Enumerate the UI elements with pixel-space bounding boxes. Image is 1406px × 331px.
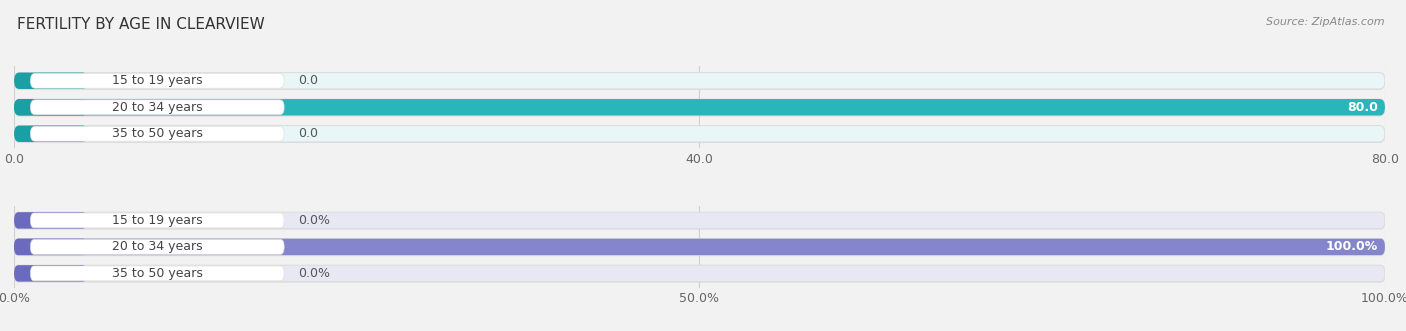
FancyBboxPatch shape bbox=[31, 73, 284, 88]
Text: 15 to 19 years: 15 to 19 years bbox=[112, 74, 202, 87]
FancyBboxPatch shape bbox=[14, 239, 1385, 255]
FancyBboxPatch shape bbox=[14, 265, 87, 282]
FancyBboxPatch shape bbox=[14, 99, 1385, 116]
FancyBboxPatch shape bbox=[14, 239, 87, 255]
FancyBboxPatch shape bbox=[14, 125, 1385, 142]
Text: 0.0%: 0.0% bbox=[298, 214, 330, 227]
FancyBboxPatch shape bbox=[14, 240, 1385, 256]
Text: 100.0%: 100.0% bbox=[1326, 240, 1378, 254]
Text: 20 to 34 years: 20 to 34 years bbox=[112, 240, 202, 254]
FancyBboxPatch shape bbox=[31, 126, 284, 141]
FancyBboxPatch shape bbox=[31, 100, 284, 115]
FancyBboxPatch shape bbox=[31, 240, 284, 254]
FancyBboxPatch shape bbox=[14, 72, 89, 89]
FancyBboxPatch shape bbox=[14, 127, 1385, 143]
FancyBboxPatch shape bbox=[14, 125, 89, 142]
Text: 35 to 50 years: 35 to 50 years bbox=[112, 127, 202, 140]
FancyBboxPatch shape bbox=[14, 99, 1385, 116]
Text: 0.0%: 0.0% bbox=[298, 267, 330, 280]
FancyBboxPatch shape bbox=[14, 266, 1385, 283]
FancyBboxPatch shape bbox=[14, 72, 1385, 89]
FancyBboxPatch shape bbox=[31, 213, 284, 228]
Text: 80.0: 80.0 bbox=[1347, 101, 1378, 114]
Text: 20 to 34 years: 20 to 34 years bbox=[112, 101, 202, 114]
Text: 15 to 19 years: 15 to 19 years bbox=[112, 214, 202, 227]
FancyBboxPatch shape bbox=[14, 265, 1385, 282]
FancyBboxPatch shape bbox=[14, 213, 1385, 230]
Text: 0.0: 0.0 bbox=[298, 127, 318, 140]
Text: FERTILITY BY AGE IN CLEARVIEW: FERTILITY BY AGE IN CLEARVIEW bbox=[17, 17, 264, 31]
FancyBboxPatch shape bbox=[14, 212, 87, 229]
FancyBboxPatch shape bbox=[14, 212, 1385, 229]
FancyBboxPatch shape bbox=[14, 100, 1385, 117]
FancyBboxPatch shape bbox=[14, 239, 1385, 255]
Text: 35 to 50 years: 35 to 50 years bbox=[112, 267, 202, 280]
FancyBboxPatch shape bbox=[14, 99, 89, 116]
Text: 0.0: 0.0 bbox=[298, 74, 318, 87]
FancyBboxPatch shape bbox=[14, 73, 1385, 90]
Text: Source: ZipAtlas.com: Source: ZipAtlas.com bbox=[1267, 17, 1385, 26]
FancyBboxPatch shape bbox=[31, 266, 284, 281]
